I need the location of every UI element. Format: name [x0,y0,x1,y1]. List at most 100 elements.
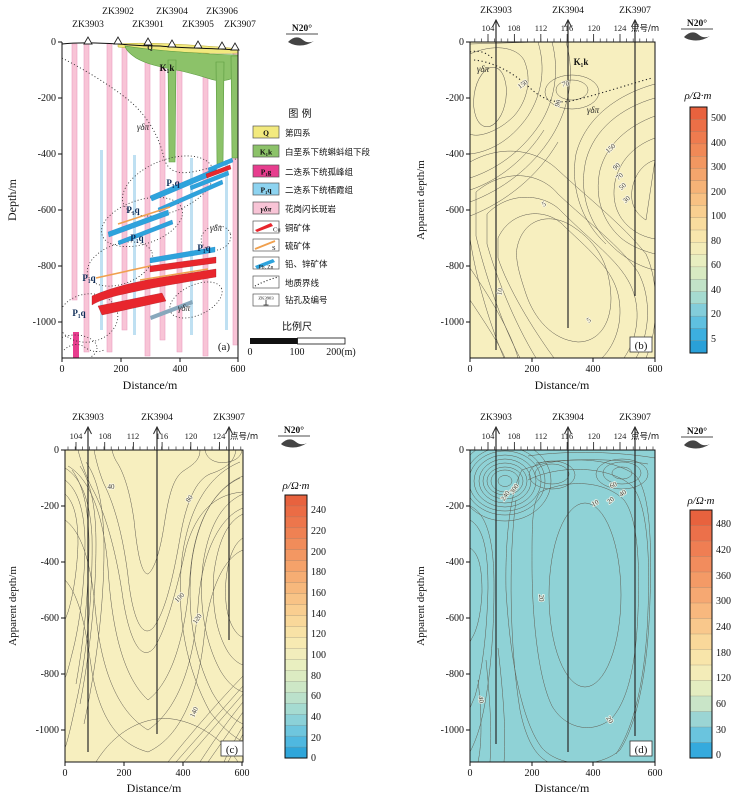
colorbar-tick-label: 60 [716,699,726,710]
colorbar-segment [689,279,708,293]
panel-c-frame [64,449,244,763]
colorbar-segment [284,746,308,759]
colorbar-segment [284,516,308,529]
gray-lens [150,300,193,320]
contour-line [527,469,649,755]
point-tick-label: 124 [213,431,227,441]
resistivity-band [475,175,648,358]
k1k-band [124,45,238,82]
resistivity-band [470,150,655,358]
geology-label: γδπ [477,64,490,74]
colorbar-segment [284,538,308,551]
legend-label: 第四系 [285,128,311,139]
field-base [470,42,655,358]
s-seam [139,268,209,281]
x-tick-label: 600 [648,768,663,779]
colorbar-tick-label: 100 [711,211,726,222]
colorbar-segment [689,266,708,280]
panel-b-xtick-labels: 0 200 400 600 [468,364,663,375]
contour-line [83,461,105,725]
legend-row-s: S 硫矿体 [252,238,311,252]
pod-outline [86,241,154,287]
colorbar-segment [284,659,308,671]
contour-label: 40 [108,483,116,491]
panel-a-borehole-row2: ZK3903 ZK3901 ZK3905 ZK3907 [72,20,256,30]
colorbar-tick-label: 80 [311,671,321,682]
y-tick-label: -600 [41,613,59,624]
y-tick-label: -800 [38,261,56,272]
colorbar-segment [689,205,708,219]
colorbar-segment [284,637,308,649]
borehole-label: ZK3906 [206,7,238,17]
panel-a-ytick-labels: 0 -200 -400 -600 -800 -1000 [33,37,56,328]
colorbar-segment [689,242,708,256]
colorbar-tick-label: 180 [311,567,326,578]
colorbar-segment [284,494,308,507]
panel-d-xtick-labels: 0 200 400 600 [468,768,663,779]
north-label-c: N20° [284,425,304,436]
cu-body [97,292,167,316]
swatch-boundary-box [252,275,280,289]
panel-b-xlabel: Distance/m [535,378,590,392]
cu-ore-bodies [91,164,232,316]
y-tick-label: -400 [38,149,56,160]
panel-b-point-labels: 104 108 112 116 120 124 [482,23,628,33]
colorbar-segment [689,180,708,194]
colorbar-segment [689,291,708,305]
ruler-minor-ticks [67,446,242,450]
resistivity-band [613,137,655,240]
geology-label: Q [147,44,153,52]
colorbar-segment [689,229,708,243]
p1g-sliver [73,332,79,358]
low-resistivity-sliver [204,450,243,463]
x-tick-label: 0 [63,768,68,779]
ruler-minor-ticks [474,38,654,42]
panel-b-frame [469,41,656,359]
point-tick-label: 104 [482,23,496,33]
panel-b-unit-labels: γδπ K₁k γδπ [477,57,600,115]
panel-b-tag: (b) [635,340,648,352]
legend-label: 花岗闪长斑岩 [285,204,337,215]
panel-d-xticks [469,762,656,766]
contour-line [175,685,243,762]
legend-label: 二迭系下统栖霞组 [285,185,354,196]
x-tick-label: 400 [176,768,191,779]
swatch-key: Pb, Zn [259,265,274,271]
collar-triangle [143,37,153,46]
borehole-arrowheads [492,18,639,28]
colorbar-c [284,494,308,759]
borehole-arrowheads [84,425,233,435]
colorbar-tick-label: 220 [311,526,326,537]
colorbar-segment [689,664,713,682]
swatch-key: P₁g [261,168,272,177]
borehole-label: ZK3904 [141,413,173,423]
colorbar-segment [689,711,713,728]
point-tick-label: 108 [508,23,521,33]
borehole-label: ZK3905 [182,20,214,30]
point-tick-label: 108 [508,431,521,441]
colorbar-segment [284,560,308,573]
geology-label: K₁k [574,57,589,67]
panel-d-ytick-labels: 0 -200 -400 -600 -800 -1000 [441,445,464,736]
legend-label: 硫矿体 [285,241,311,252]
colorbar-tick-label: 420 [716,545,731,556]
contour-ring [555,79,589,101]
s-seam [117,206,171,225]
point-axis-label-b: 点号/m [631,24,659,34]
contour-label: 70 [562,79,571,88]
colorbar-segment [689,540,713,558]
pbzn-lens [189,170,230,191]
ruler-minor-ticks [474,446,654,450]
colorbar-tick-label: 0 [716,750,721,761]
borehole-label: ZK3907 [213,413,245,423]
colorbar-segment [689,192,708,206]
contour-label: 90 [553,98,563,108]
colorbar-tick-label: 30 [716,725,726,736]
colorbar-segment [284,604,308,617]
pbzn-lens [207,157,234,173]
colorbar-frame [689,106,708,354]
geology-label: P₁q [130,233,143,243]
resistivity-band [470,42,556,179]
